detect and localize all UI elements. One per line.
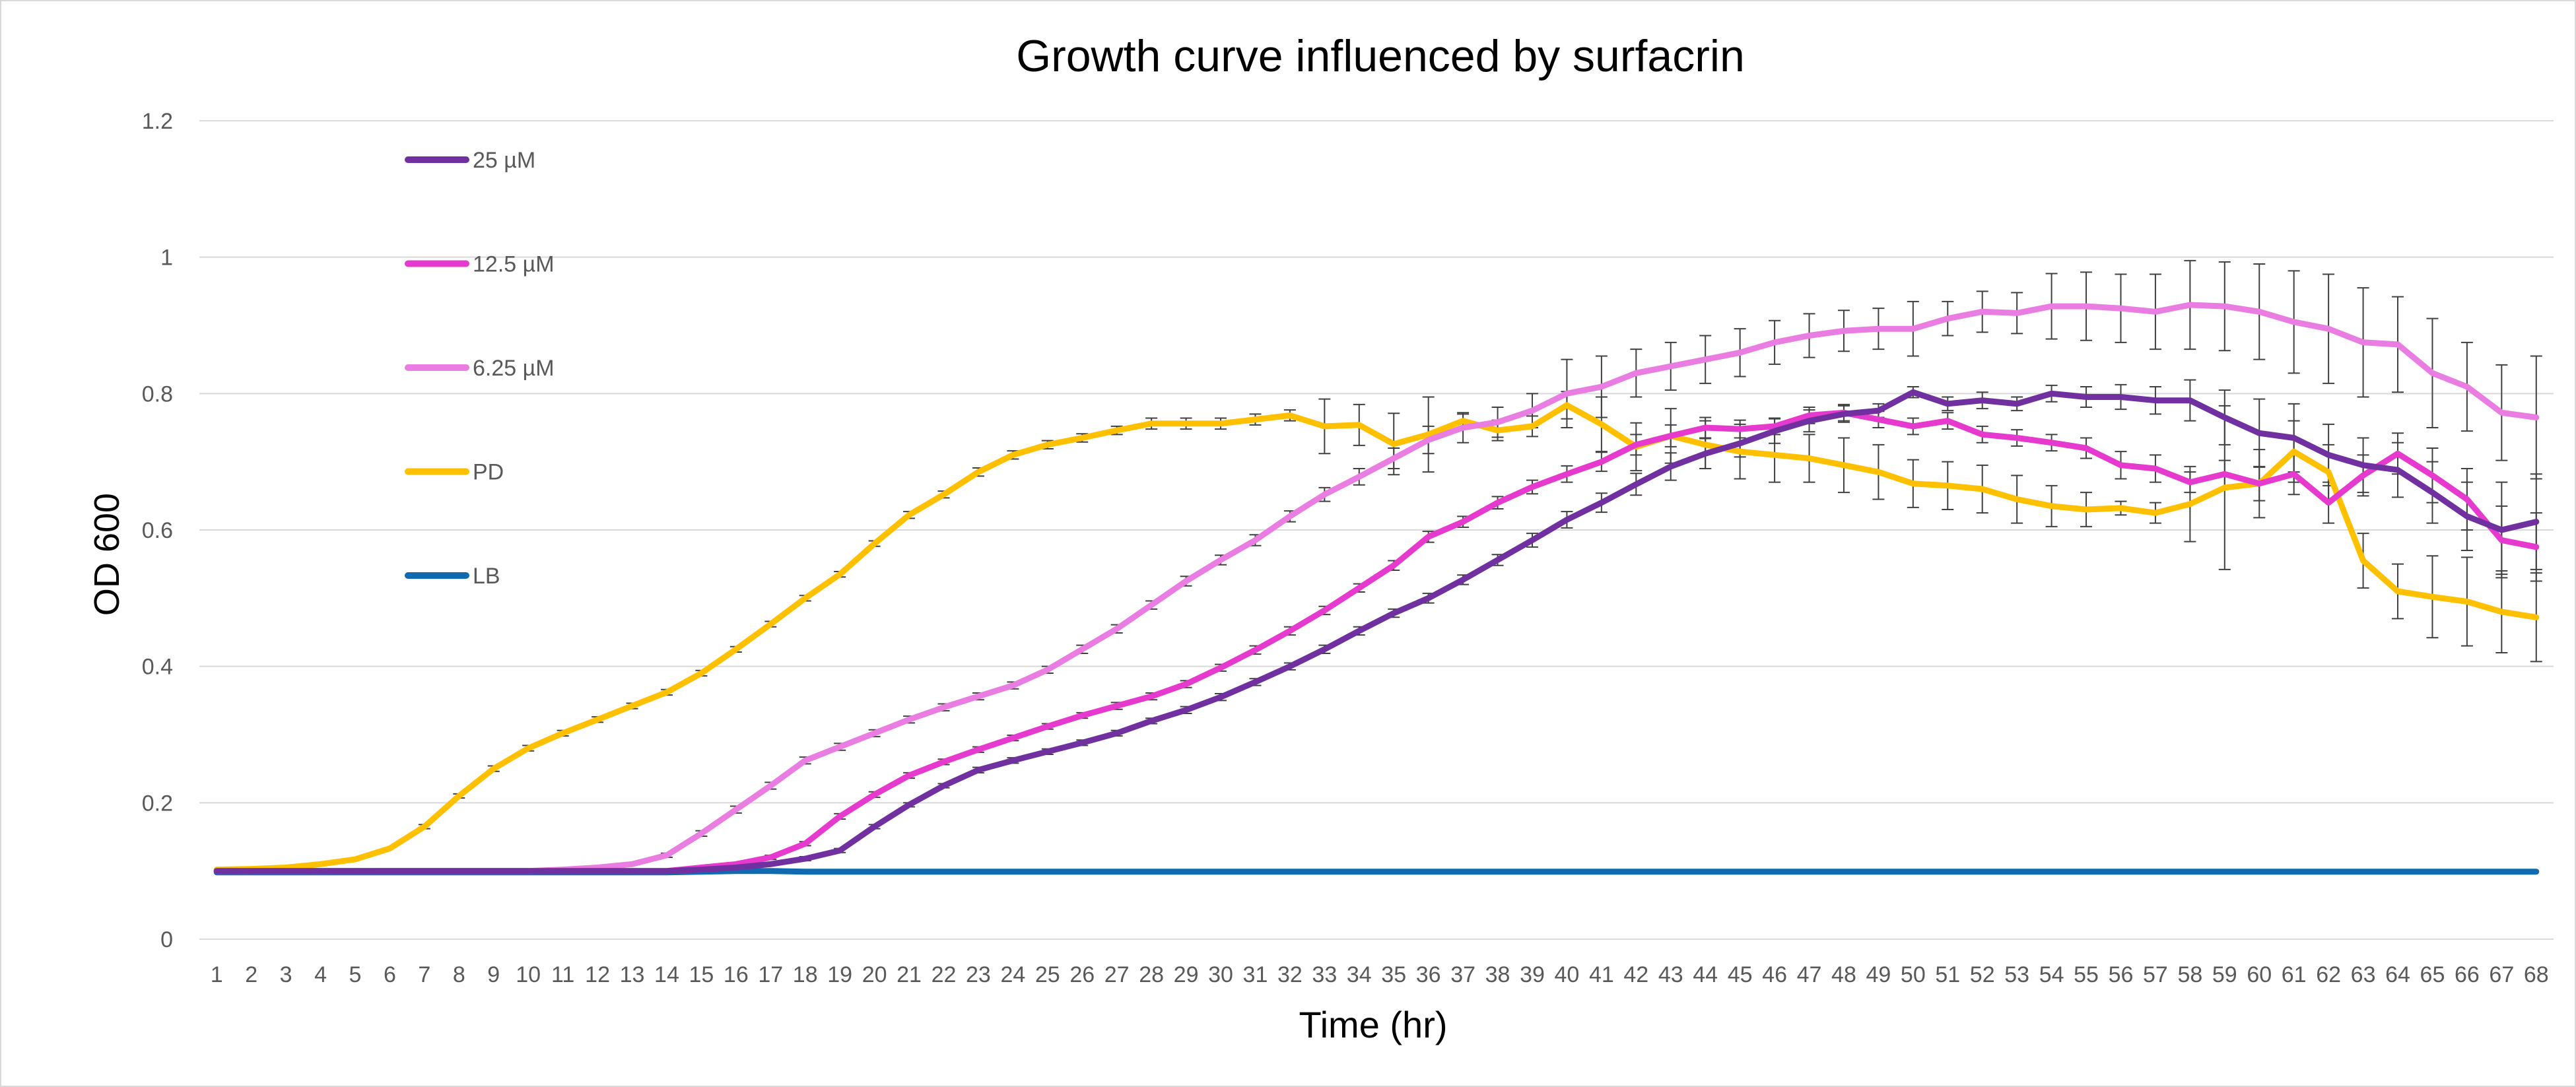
x-tick-label: 59 [2212,962,2237,987]
legend-item: 6.25 µM [405,356,555,381]
x-tick-label: 52 [1970,962,1995,987]
x-tick-label: 58 [2177,962,2202,987]
x-tick-label: 40 [1555,962,1580,987]
x-tick-label: 28 [1139,962,1164,987]
x-tick-label: 20 [862,962,887,987]
x-tick-label: 51 [1935,962,1960,987]
x-tick-label: 57 [2143,962,2168,987]
legend-item: PD [405,460,504,485]
legend-label: 6.25 µM [473,356,555,381]
grid-lines [199,120,2554,940]
x-tick-label: 37 [1450,962,1475,987]
x-tick-label: 62 [2316,962,2341,987]
x-tick-label: 13 [620,962,645,987]
x-tick-label: 29 [1174,962,1199,987]
x-tick-label: 35 [1381,962,1406,987]
x-tick-label: 56 [2109,962,2134,987]
x-tick-label: 34 [1347,962,1372,987]
x-tick-label: 45 [1728,962,1753,987]
series-lines [213,302,2540,876]
x-tick-label: 64 [2385,962,2410,987]
x-tick-label: 67 [2489,962,2514,987]
legend-item: 25 µM [405,148,535,173]
x-tick-label: 8 [453,962,465,987]
x-tick-label: 16 [724,962,749,987]
series-line-3 [213,402,2540,873]
x-tick-label: 17 [758,962,783,987]
x-tick-label: 55 [2074,962,2099,987]
x-tick-label: 7 [418,962,430,987]
x-tick-label: 63 [2351,962,2376,987]
x-tick-label: 66 [2455,962,2480,987]
x-tick-label: 39 [1520,962,1545,987]
x-tick-label: 11 [551,962,574,987]
x-tick-label: 5 [349,962,362,987]
y-tick-label: 0.6 [142,518,173,543]
x-tick-label: 21 [897,962,922,987]
x-tick-label: 44 [1693,962,1718,987]
x-tick-label: 65 [2420,962,2445,987]
x-tick-label: 3 [280,962,292,987]
y-tick-label: 0.2 [142,791,173,816]
x-tick-label: 12 [585,962,610,987]
legend-label: PD [473,460,504,485]
x-tick-label: 4 [314,962,327,987]
x-tick-label: 41 [1589,962,1614,987]
legend-item: LB [405,564,500,589]
legend: 25 µM 12.5 µM 6.25 µM PD LB [405,148,555,589]
x-tick-label: 15 [689,962,714,987]
series-line-0 [213,389,2540,874]
error-bars [418,259,2542,862]
x-tick-label: 42 [1623,962,1648,987]
x-tick-label: 43 [1658,962,1683,987]
x-tick-label: 68 [2524,962,2549,987]
x-tick-label: 19 [827,962,852,987]
x-tick-label: 25 [1035,962,1060,987]
x-tick-label: 2 [245,962,257,987]
x-tick-label: 49 [1866,962,1891,987]
y-tick-label: 1 [160,246,173,271]
x-tick-label: 50 [1901,962,1926,987]
y-axis-label: OD 600 [87,493,127,616]
x-tick-label: 1 [211,962,223,987]
x-tick-label: 46 [1762,962,1787,987]
x-tick-label: 48 [1831,962,1856,987]
y-tick-label: 0.4 [142,655,173,680]
x-tick-label: 18 [793,962,818,987]
x-axis-label: Time (hr) [1299,1004,1447,1045]
x-tick-label: 10 [516,962,541,987]
x-tick-label: 33 [1312,962,1337,987]
x-tick-label: 14 [654,962,679,987]
legend-label: 25 µM [473,148,535,173]
x-tick-label: 30 [1208,962,1233,987]
x-tick-label: 6 [384,962,396,987]
y-tick-label: 0.8 [142,381,173,407]
x-tick-label: 24 [1000,962,1025,987]
x-tick-label: 27 [1104,962,1130,987]
legend-label: LB [473,564,500,589]
x-axis-ticks: 1 2 3 4 5 6 7 8 9 10 11 12 13 14 15 16 17 18 19 20 21 22 23 24 2… [211,962,2549,987]
x-tick-label: 9 [487,962,500,987]
y-axis-ticks: 0 0.2 0.4 0.6 0.8 1 1.2 [142,109,173,952]
x-tick-label: 53 [2004,962,2029,987]
y-tick-label: 0 [160,927,173,952]
x-tick-label: 23 [966,962,991,987]
series-line-2 [213,302,2540,874]
x-tick-label: 31 [1243,962,1268,987]
x-tick-label: 22 [932,962,957,987]
x-tick-label: 32 [1277,962,1303,987]
x-tick-label: 54 [2039,962,2064,987]
y-tick-label: 1.2 [142,109,173,134]
x-tick-label: 60 [2247,962,2272,987]
legend-item: 12.5 µM [405,252,555,277]
x-tick-label: 36 [1416,962,1441,987]
legend-label: 12.5 µM [473,252,555,277]
x-tick-label: 38 [1485,962,1510,987]
chart-title: Growth curve influenced by surfacrin [1016,31,1745,81]
x-tick-label: 61 [2282,962,2307,987]
x-tick-label: 47 [1797,962,1822,987]
x-tick-label: 26 [1069,962,1095,987]
